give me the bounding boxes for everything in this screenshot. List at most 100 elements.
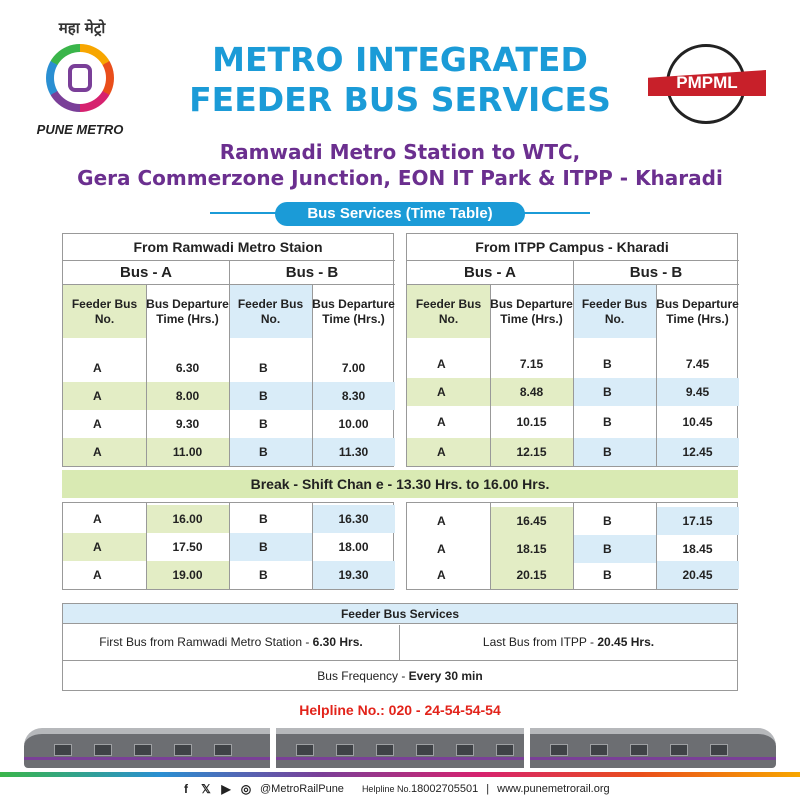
left-a-no-header: Feeder Bus No. xyxy=(63,284,146,338)
divider xyxy=(490,503,491,589)
divider xyxy=(573,260,574,466)
table-cell: B xyxy=(229,438,312,466)
table-cell: 17.50 xyxy=(172,540,203,554)
table-cell: B xyxy=(573,535,656,563)
divider xyxy=(229,503,230,589)
right-a-no-header: Feeder Bus No. xyxy=(407,284,490,338)
divider xyxy=(656,503,657,589)
table-cell: A xyxy=(93,512,102,526)
table-cell: 20.15 xyxy=(490,561,573,589)
left-b-time-header: Bus Departure Time (Hrs.) xyxy=(312,284,395,338)
left-timetable-after: A 16.00 B 16.30 A 17.50 B 18.00 A 19.00 … xyxy=(62,502,395,590)
metro-train-illustration xyxy=(24,722,776,772)
table-cell: 10.00 xyxy=(338,417,369,431)
table-cell: 7.45 xyxy=(685,357,710,371)
right-b-no-header: Feeder Bus No. xyxy=(573,284,656,338)
left-bus-a-header: Bus - A xyxy=(63,260,229,284)
table-cell: A xyxy=(93,361,102,375)
train-car xyxy=(24,728,270,768)
divider xyxy=(146,503,147,589)
right-a-time-header: Bus Departure Time (Hrs.) xyxy=(490,284,573,338)
table-cell: B xyxy=(259,361,268,375)
footer-helpline: Helpline No.18002705501 xyxy=(361,783,479,795)
right-timetable-after: A 16.45 B 17.15 A 18.15 B 18.45 A 20.15 … xyxy=(406,502,739,590)
right-bus-a-header: Bus - A xyxy=(407,260,573,284)
pmpml-logo: PMPML xyxy=(648,44,766,124)
first-bus-info: First Bus from Ramwadi Metro Station - 6… xyxy=(99,635,363,649)
left-a-time-header: Bus Departure Time (Hrs.) xyxy=(146,284,229,338)
table-cell: 16.45 xyxy=(490,507,573,535)
table-cell: 11.00 xyxy=(146,438,229,466)
table-cell: 19.30 xyxy=(312,561,395,589)
table-cell: B xyxy=(259,568,268,582)
helpline-number: Helpline No.: 020 - 24-54-54-54 xyxy=(299,702,501,718)
table-cell: A xyxy=(93,417,102,431)
table-cell: 20.45 xyxy=(656,561,739,589)
train-car xyxy=(276,728,524,768)
table-cell: 8.30 xyxy=(312,382,395,410)
table-cell: 9.45 xyxy=(656,378,739,406)
table-cell: 7.00 xyxy=(341,361,366,375)
break-banner: Break - Shift Chan e - 13.30 Hrs. to 16.… xyxy=(62,470,738,498)
x-icon[interactable]: 𝕏 xyxy=(201,782,211,796)
table-cell: 9.30 xyxy=(175,417,200,431)
table-cell: 10.15 xyxy=(516,415,547,429)
table-cell: 12.45 xyxy=(656,438,739,466)
table-cell: B xyxy=(573,438,656,466)
logo-hindi-text: महा मेट्रो xyxy=(58,19,106,37)
rainbow-strip xyxy=(0,772,800,777)
table-cell: A xyxy=(63,382,146,410)
table-cell: 18.15 xyxy=(490,535,573,563)
table-cell: B xyxy=(603,357,612,371)
divider xyxy=(490,284,491,466)
feeder-summary: Feeder Bus Services First Bus from Ramwa… xyxy=(62,603,738,691)
left-table-title: From Ramwadi Metro Staion xyxy=(133,239,323,255)
table-cell: 17.15 xyxy=(656,507,739,535)
footer-separator: | xyxy=(486,783,490,795)
youtube-icon[interactable]: ▶ xyxy=(221,782,231,796)
table-cell: 7.15 xyxy=(519,357,544,371)
table-cell: 8.00 xyxy=(146,382,229,410)
table-cell: B xyxy=(573,378,656,406)
divider xyxy=(656,284,657,466)
pmpml-name: PMPML xyxy=(648,70,766,96)
timetable-ribbon: Bus Services (Time Table) xyxy=(275,202,525,226)
table-cell: A xyxy=(407,378,490,406)
right-table-title: From ITPP Campus - Kharadi xyxy=(475,239,669,255)
table-cell: 16.30 xyxy=(312,505,395,533)
table-cell: 11.30 xyxy=(312,438,395,466)
table-cell: A xyxy=(437,514,446,528)
table-cell: 16.00 xyxy=(146,505,229,533)
logo-name: PUNE METRO xyxy=(36,122,124,137)
divider xyxy=(229,260,230,466)
left-bus-b-header: Bus - B xyxy=(229,260,395,284)
last-bus-info: Last Bus from ITPP - 20.45 Hrs. xyxy=(482,635,655,649)
table-cell: A xyxy=(93,568,102,582)
route-line-1: Ramwadi Metro Station to WTC, xyxy=(219,140,581,164)
table-cell: 12.15 xyxy=(490,438,573,466)
right-b-time-header: Bus Departure Time (Hrs.) xyxy=(656,284,739,338)
social-handle[interactable]: @MetroRailPune xyxy=(260,783,344,795)
table-cell: A xyxy=(437,415,446,429)
table-cell: B xyxy=(259,512,268,526)
facebook-icon[interactable]: f xyxy=(184,782,188,796)
table-cell: B xyxy=(603,568,612,582)
pune-metro-logo: महा मेट्रो PUNE METRO xyxy=(30,18,130,148)
table-cell: B xyxy=(603,514,612,528)
table-cell: A xyxy=(63,533,146,561)
divider xyxy=(146,284,147,466)
table-cell: 10.45 xyxy=(682,415,713,429)
bus-frequency: Bus Frequency - Every 30 min xyxy=(63,660,737,690)
footer: f 𝕏 ▶ ◎ @MetroRailPune Helpline No.18002… xyxy=(180,778,620,800)
website-link[interactable]: www.punemetrorail.org xyxy=(497,783,610,795)
feeder-title: Feeder Bus Services xyxy=(63,604,737,624)
route-line-2: Gera Commerzone Junction, EON IT Park & … xyxy=(77,166,723,190)
divider xyxy=(312,503,313,589)
table-cell: A xyxy=(63,438,146,466)
table-cell: 8.48 xyxy=(490,378,573,406)
table-cell: 18.00 xyxy=(338,540,369,554)
table-cell: B xyxy=(229,533,312,561)
right-bus-b-header: Bus - B xyxy=(573,260,739,284)
instagram-icon[interactable]: ◎ xyxy=(240,782,252,796)
page-title: METRO INTEGRATED FEEDER BUS SERVICES xyxy=(189,40,611,119)
